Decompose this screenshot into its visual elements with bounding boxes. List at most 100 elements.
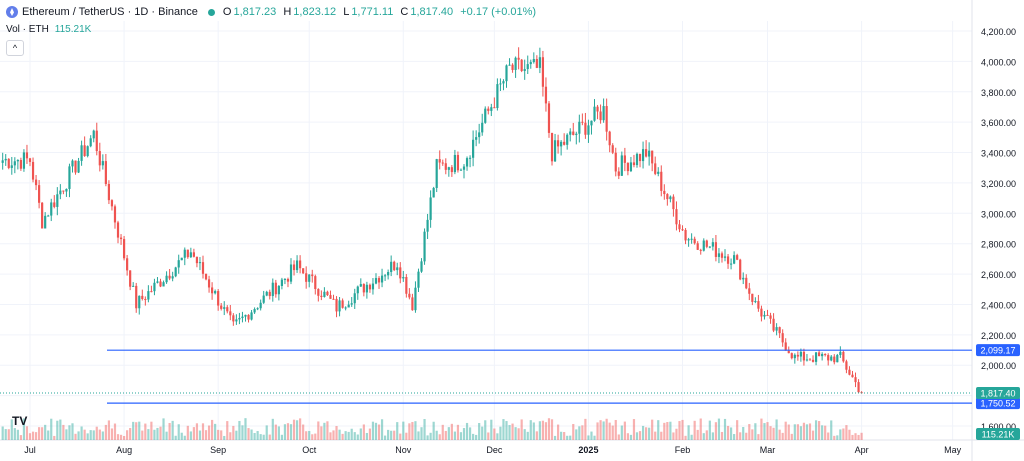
candle-body — [596, 106, 599, 112]
candle-body — [326, 291, 329, 296]
candle-body — [608, 131, 611, 146]
candle-body — [302, 268, 305, 274]
candle-body — [632, 162, 636, 166]
volume-bar — [34, 432, 38, 440]
candle-body — [657, 171, 660, 174]
x-tick-label: May — [944, 445, 962, 455]
volume-bar — [438, 434, 441, 440]
volume-bar — [708, 420, 711, 440]
resistance-price-tag — [976, 344, 1020, 357]
candle-body — [645, 149, 648, 157]
candle-body — [305, 273, 308, 282]
candle-body — [153, 282, 156, 292]
volume-bar — [799, 426, 802, 440]
y-tick-label: 2,000.00 — [981, 361, 1016, 371]
candle-body — [814, 352, 818, 362]
candle-body — [842, 351, 845, 362]
candle-body — [705, 240, 708, 247]
volume-bar — [447, 427, 450, 440]
candle-body — [611, 145, 614, 153]
volume-bar — [207, 425, 211, 440]
candle-body — [517, 57, 520, 60]
volume-bar — [845, 425, 848, 440]
volume-bar — [684, 435, 687, 440]
volume-bar — [302, 424, 305, 440]
candle-body — [620, 155, 623, 176]
candle-body — [86, 146, 89, 157]
candle-body — [271, 282, 274, 297]
volume-bar — [283, 424, 287, 440]
candle-body — [4, 158, 7, 161]
symbol-title[interactable]: Ethereum / TetherUS · 1D · Binance — [22, 6, 198, 18]
volume-bar — [842, 428, 845, 440]
candle-body — [663, 190, 666, 195]
candle-body — [520, 59, 523, 72]
candle-body — [77, 160, 80, 173]
volume-bar — [675, 428, 678, 440]
candle-body — [696, 243, 699, 250]
volume-bar — [38, 427, 41, 440]
volume-bar — [41, 427, 44, 440]
candle-body — [238, 318, 241, 320]
volume-bar — [229, 432, 232, 440]
candle-body — [116, 222, 120, 238]
candle-body — [162, 282, 165, 287]
volume-bar — [462, 428, 466, 440]
volume-bar — [508, 425, 511, 440]
volume-bar — [572, 423, 575, 440]
volume-bar — [144, 423, 147, 440]
volume-bar — [414, 421, 417, 440]
close-value: 1,817.40 — [410, 6, 454, 18]
volume-bar — [830, 420, 833, 440]
volume-bar — [253, 433, 256, 440]
candle-body — [295, 260, 299, 271]
volume-bar — [629, 434, 633, 440]
candle-body — [547, 103, 551, 133]
volume-bar — [623, 421, 626, 440]
volume-bar — [532, 422, 535, 440]
volume-bar — [775, 419, 778, 440]
volume-bar — [332, 430, 335, 440]
candle-body — [250, 312, 253, 320]
candle-body — [359, 284, 362, 287]
candle-body — [195, 256, 199, 264]
candle-body — [22, 152, 26, 169]
volume-bar — [581, 425, 584, 440]
last-price-label: 1,817.40 — [980, 388, 1015, 398]
volume-bar — [320, 426, 323, 440]
volume-bar — [271, 418, 274, 440]
volume-tag — [976, 428, 1020, 440]
collapse-legend-button[interactable]: ^ — [6, 40, 24, 56]
volume-bar — [766, 422, 769, 440]
volume-bar — [857, 434, 860, 440]
volume-bar — [769, 426, 772, 440]
candle-body — [329, 295, 332, 299]
candle-body — [514, 57, 517, 70]
volume-bar — [824, 425, 827, 440]
volume-bar — [666, 422, 669, 440]
candle-body — [757, 301, 760, 309]
candle-body — [399, 267, 402, 279]
candle-body — [787, 350, 790, 354]
volume-bar — [180, 432, 183, 440]
candle-body — [411, 297, 414, 311]
volume-bar — [702, 433, 705, 440]
volume-bar — [729, 427, 733, 440]
candle-body — [68, 166, 71, 189]
candle-body — [766, 314, 769, 316]
candle-body — [499, 83, 502, 85]
candle-body — [299, 260, 302, 269]
candle-body — [462, 166, 466, 170]
chart-legend: Ethereum / TetherUS · 1D · Binance O 1,81… — [6, 6, 540, 18]
volume-bar — [53, 435, 56, 440]
candle-body — [362, 284, 365, 293]
volume-bar — [80, 426, 83, 440]
volume-bar — [262, 434, 265, 440]
candle-body — [572, 131, 575, 135]
y-tick-label: 2,400.00 — [981, 300, 1016, 310]
tradingview-logo-icon[interactable]: TV — [12, 414, 28, 428]
volume-bar — [326, 421, 329, 440]
volume-bar — [286, 423, 290, 440]
volume-bar — [511, 423, 514, 440]
